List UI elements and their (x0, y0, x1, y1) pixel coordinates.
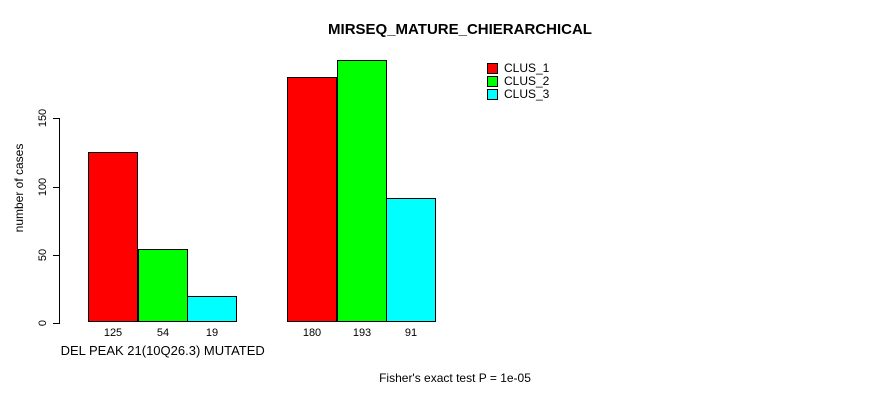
legend: CLUS_1 CLUS_2 CLUS_3 (487, 62, 549, 101)
y-axis-line (59, 118, 60, 323)
legend-label: CLUS_2 (504, 74, 550, 88)
y-axis-tick-label: 50 (37, 248, 49, 262)
bar-value-label: 125 (103, 327, 123, 339)
fisher-test-annotation: Fisher's exact test P = 1e-05 (379, 371, 531, 385)
bar-clus_3 (386, 198, 436, 322)
bar-value-label: 180 (302, 327, 322, 339)
bar-clus_2 (138, 249, 188, 322)
chart-title: MIRSEQ_MATURE_CHIERARCHICAL (328, 21, 592, 38)
y-axis-tick-label: 0 (37, 319, 49, 327)
bar-value-label: 91 (404, 327, 418, 339)
y-axis-tick (53, 187, 60, 188)
legend-label: CLUS_1 (504, 61, 550, 75)
legend-swatch (487, 76, 498, 87)
y-axis-tick (53, 118, 60, 119)
bar-value-label: 54 (156, 327, 170, 339)
legend-label: CLUS_3 (504, 87, 550, 101)
legend-swatch (487, 63, 498, 74)
bar-clus_3 (187, 296, 237, 322)
bar-clus_1 (287, 77, 337, 322)
bar-clus_2 (337, 60, 387, 322)
bar-value-label: 193 (352, 327, 372, 339)
bar-value-label: 19 (205, 327, 219, 339)
y-axis-tick-label: 100 (37, 177, 49, 197)
legend-swatch (487, 89, 498, 100)
legend-row: CLUS_2 (487, 75, 549, 88)
bar-clus_1 (88, 152, 138, 322)
y-axis-tick (53, 323, 60, 324)
legend-row: CLUS_3 (487, 88, 549, 101)
y-axis-tick (53, 255, 60, 256)
y-axis-tick-label: 150 (37, 108, 49, 128)
group-label: DEL PEAK 21(10Q26.3) MUTATED (60, 343, 265, 358)
legend-row: CLUS_1 (487, 62, 549, 75)
y-axis-label: number of cases (12, 143, 26, 233)
